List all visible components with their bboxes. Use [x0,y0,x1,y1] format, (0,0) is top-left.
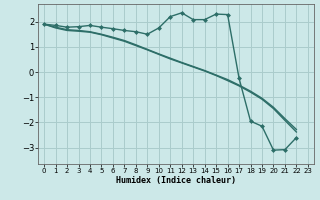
X-axis label: Humidex (Indice chaleur): Humidex (Indice chaleur) [116,176,236,185]
